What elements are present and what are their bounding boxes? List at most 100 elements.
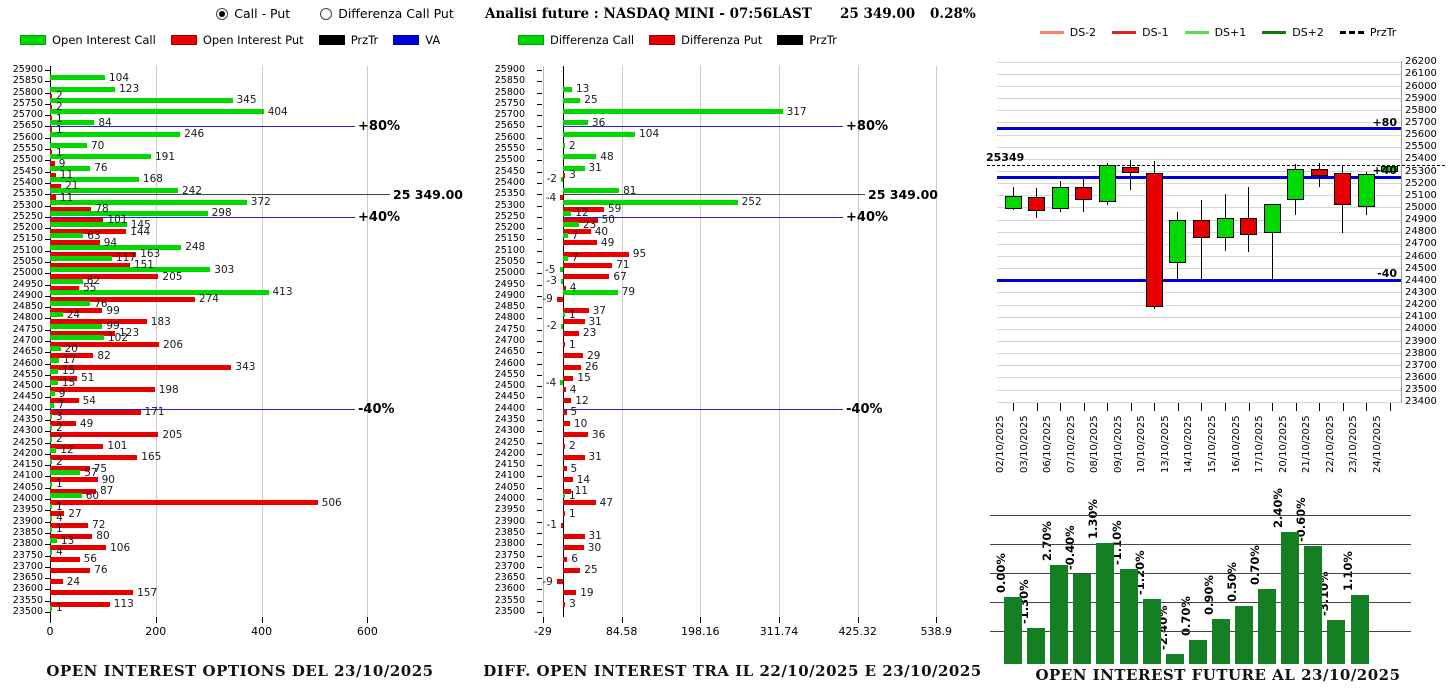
strike-tick: [45, 307, 50, 309]
candle-bearish: [1192, 219, 1210, 238]
radio-differenza-call-put[interactable]: Differenza Call Put: [320, 6, 454, 21]
legend-label: VA: [425, 33, 441, 47]
strike-label: 23900: [494, 515, 525, 527]
gridline: [990, 515, 1411, 516]
strike-tick: [537, 318, 542, 320]
strike-label: 24800: [12, 312, 43, 324]
strike-label: 25700: [12, 109, 43, 121]
call-bar: [50, 481, 52, 487]
panel-diff-open-interest: Analisi future : NASDAQ MINI - 07:56 LAS…: [480, 0, 985, 692]
value-label: 2: [569, 440, 576, 453]
strike-tick: [45, 476, 50, 478]
gridline: [990, 544, 1411, 545]
strike-tick: [537, 250, 542, 252]
strike-tick: [537, 555, 542, 557]
date-label: 08/10/2025: [1089, 415, 1101, 473]
strike-tick: [537, 103, 542, 105]
strike-label: 25750: [12, 97, 43, 109]
put-bar: [50, 104, 52, 110]
candle-bullish: [1357, 174, 1375, 207]
line-label: +80: [1372, 115, 1397, 129]
candle-bullish: [1169, 220, 1187, 264]
value-label: 303: [214, 263, 235, 276]
value-label: 57: [84, 466, 98, 479]
strike-tick: [537, 465, 542, 467]
strike-tick: [45, 70, 50, 71]
put-bar: [50, 217, 104, 223]
put-bar: [563, 330, 579, 336]
value-label: 183: [150, 315, 171, 328]
date-tick: [1154, 403, 1156, 411]
value-label: 151: [133, 259, 154, 272]
radio-call-put[interactable]: Call - Put: [216, 6, 290, 21]
panel-future: DS-2 DS-1 DS+1 DS+2 PrzTr 26200 26100 26000 259…: [985, 0, 1451, 692]
legend-label: Open Interest Call: [52, 33, 156, 47]
price-tick-label: 24100: [1405, 311, 1437, 323]
legend-item-ds+2: DS+2: [1262, 26, 1324, 39]
value-label: 95: [632, 248, 647, 261]
value-label: 5: [570, 462, 578, 475]
put-bar: [560, 195, 563, 201]
put-bar: [50, 274, 159, 280]
strike-tick: [45, 250, 50, 252]
x-tick: [261, 617, 263, 623]
put-bar: [50, 240, 100, 246]
candle-bullish: [1004, 195, 1022, 209]
x-tick: [700, 617, 702, 623]
x-tick-label: 311.74: [759, 625, 799, 638]
future-oi-bar: [1304, 546, 1323, 664]
value-label: 205: [162, 428, 183, 441]
call-bar: [50, 549, 53, 555]
call-bar: [559, 267, 563, 273]
value-label: 62: [86, 275, 101, 287]
call-bar: [50, 459, 52, 465]
date-label: 06/10/2025: [1042, 415, 1054, 473]
put-bar: [50, 454, 138, 460]
info-last-value: 25 349.00: [840, 6, 916, 22]
put-bar: [50, 183, 62, 189]
value-label: 242: [182, 184, 203, 197]
strike-label: 24900: [12, 289, 43, 301]
price-gridline: [997, 183, 1401, 185]
put-bar: [563, 466, 567, 472]
put-bar: [563, 488, 571, 494]
strike-label: 23500: [12, 605, 43, 617]
strike-label: 25350: [12, 188, 43, 200]
future-candlestick-chart: 26200 26100 26000 25900 25800 25700 25600 25500…: [985, 55, 1451, 475]
strike-label: 24750: [494, 323, 525, 335]
strike-label: 24700: [12, 335, 43, 346]
value-label: 25: [584, 94, 598, 107]
put-bar: [563, 206, 604, 212]
put-bar: [50, 161, 55, 167]
date-label: 14/10/2025: [1183, 415, 1195, 473]
legend-label: PrzTr: [809, 33, 837, 47]
strike-label: 23650: [12, 572, 43, 583]
strike-tick: [45, 295, 50, 297]
strike-label: 24650: [12, 346, 43, 358]
strike-tick: [537, 239, 542, 241]
line-label: +40%: [358, 209, 401, 225]
put-bar: [50, 466, 90, 472]
strike-label: 24300: [494, 425, 525, 437]
value-label: 31: [588, 451, 602, 464]
candle-bearish: [1240, 217, 1257, 235]
value-label: 87: [100, 485, 114, 498]
strike-label: 25800: [12, 86, 43, 98]
price-tick-label: 24000: [1405, 323, 1437, 335]
strike-tick: [537, 476, 542, 478]
put-bar: [563, 172, 566, 178]
strike-tick: [45, 81, 50, 83]
x-tick: [50, 617, 51, 623]
price-tick-label: 24800: [1405, 226, 1437, 238]
gridline: [990, 631, 1411, 632]
strike-tick: [45, 600, 50, 602]
call-bar: [50, 402, 54, 408]
value-label: 20: [64, 342, 78, 355]
call-bar: [50, 357, 59, 363]
strike-tick: [537, 487, 542, 489]
price-gridline: [997, 195, 1401, 197]
value-label: 7: [57, 399, 65, 412]
future-oi-bar: [1235, 606, 1253, 664]
value-label: -4: [545, 191, 557, 204]
legend-item-prztr: PrzTr: [1339, 26, 1396, 39]
